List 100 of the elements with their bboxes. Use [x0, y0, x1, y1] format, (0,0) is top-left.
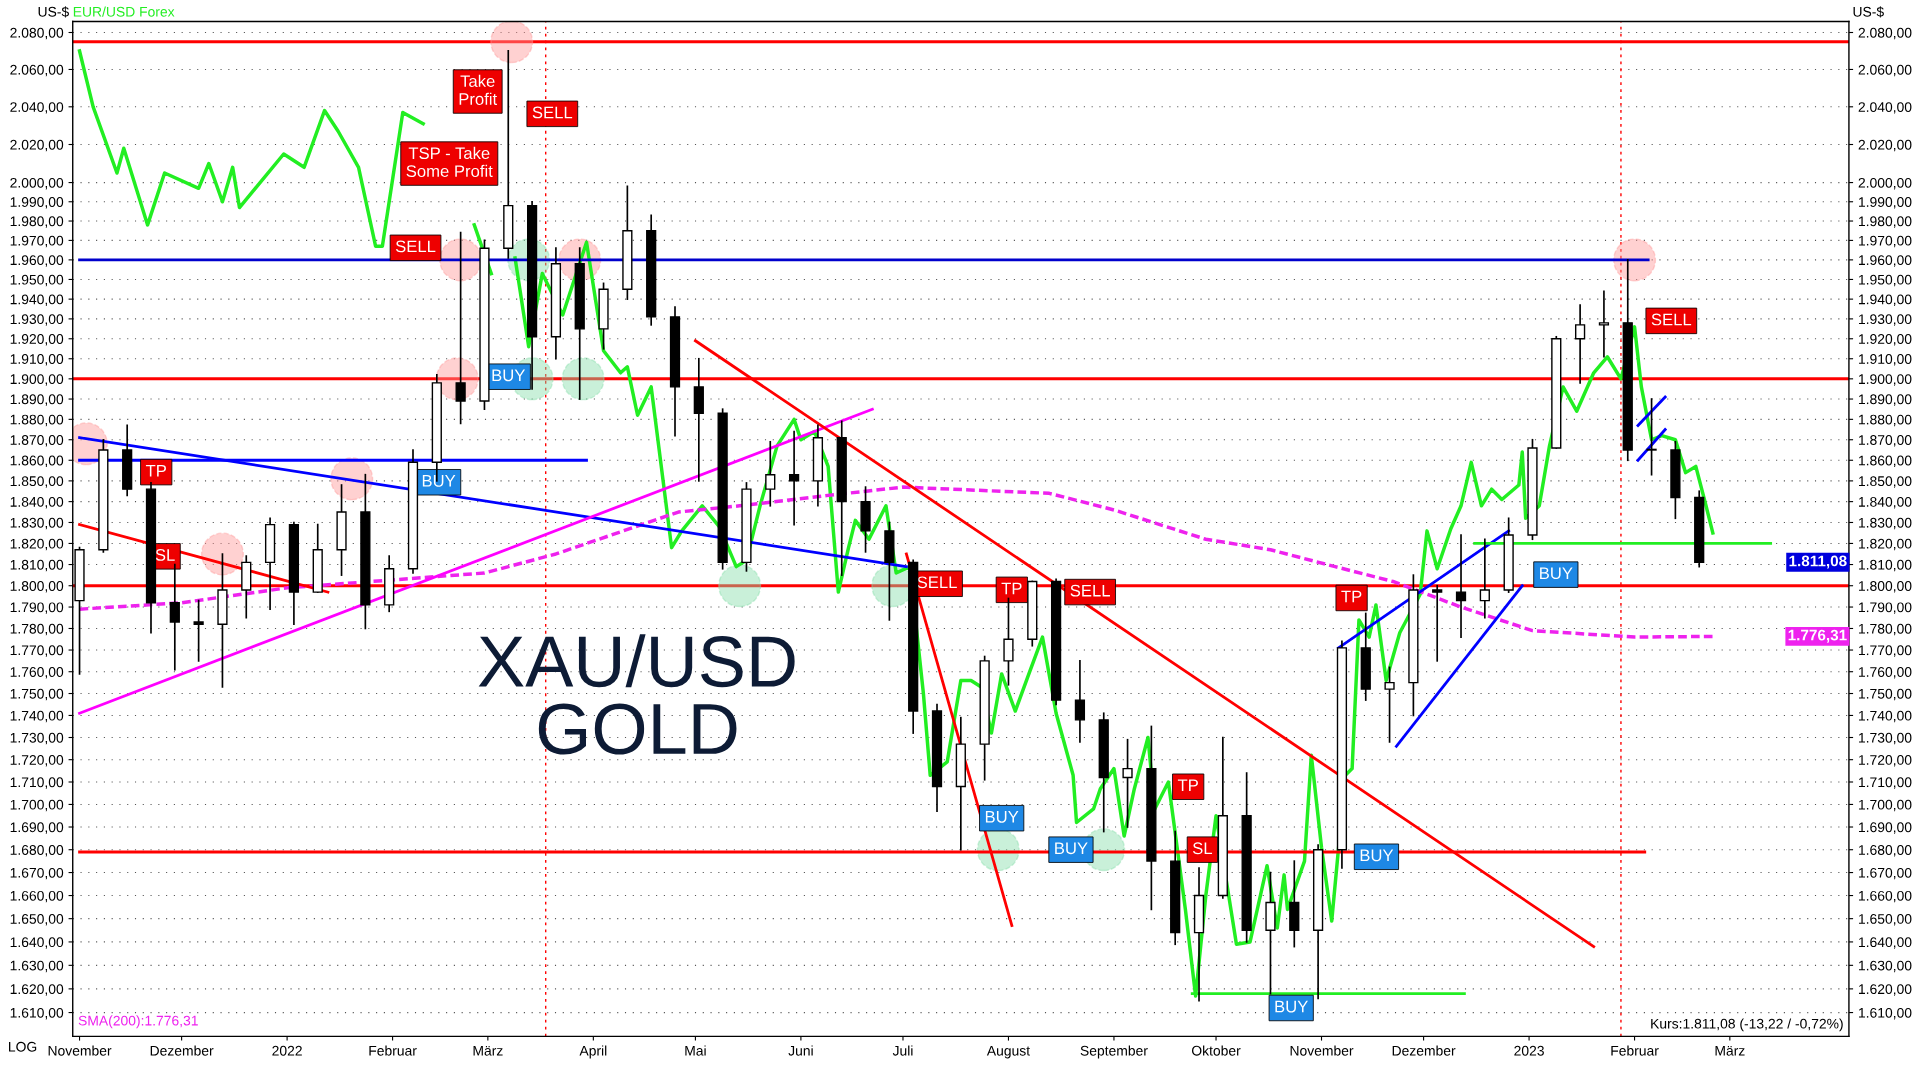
text: 1.880,00 [1859, 414, 1912, 427]
text: 2.000,00 [1858, 177, 1912, 190]
x-tick-label: Oktober [1191, 1045, 1241, 1056]
annotation: BUY [1055, 842, 1088, 855]
y-tick-label: 1.970,00 [10, 235, 64, 248]
text: 1.920,00 [1859, 334, 1912, 346]
text: 1.950,00 [1859, 274, 1912, 287]
x-tick-label: August [986, 1045, 1030, 1059]
y-tick-label: 1.840,00 [10, 496, 64, 509]
annotation: BUY [492, 369, 526, 382]
text: LOG [9, 1041, 37, 1052]
y-tick-label: 1.790,00 [10, 602, 64, 614]
candlestick [1074, 660, 1086, 743]
text: 1.980,00 [1859, 216, 1912, 228]
text: 1.770,00 [1859, 645, 1912, 657]
candlestick [1122, 738, 1133, 828]
annotation: BUY [1275, 1000, 1308, 1013]
text: 1.760,00 [1859, 667, 1912, 679]
annotation: Kurs:1.811,08 (-13,22 / -0,72%) [1651, 1018, 1843, 1032]
y-tick-label: 1.670,00 [10, 867, 64, 880]
text: 1.640,00 [1859, 937, 1912, 949]
point [490, 21, 534, 64]
text: 1.680,00 [1859, 845, 1912, 857]
text: 1.790,00 [1859, 602, 1912, 614]
text: 1.710,00 [1859, 777, 1912, 789]
y-tick-label: 1.650,00 [10, 914, 64, 926]
annotation: SELL [1651, 313, 1692, 326]
text: 1.840,00 [1859, 496, 1912, 509]
text: 1.800,00 [1859, 581, 1912, 593]
annotation: TSP - Take Some Profit [406, 146, 493, 178]
y-tick-label: 1.900,00 [10, 374, 64, 386]
x-tick-label: Juli [892, 1045, 913, 1056]
y-tick-label: 1.810,00 [10, 559, 64, 572]
candlestick [193, 599, 204, 662]
x-tick-label: September [1080, 1045, 1148, 1059]
y-tick-label: 1.950,00 [10, 274, 64, 287]
annotation: BUY [422, 475, 456, 487]
x-tick-label: März [1715, 1045, 1745, 1056]
y-tick-label: 1.890,00 [10, 394, 64, 406]
candlestick [1479, 538, 1490, 619]
annotation: TP [1001, 582, 1022, 595]
y-tick-label: 1.620,00 [10, 984, 64, 996]
candlestick [1455, 534, 1467, 638]
point [718, 564, 762, 608]
y-tick-label: 1.700,00 [10, 799, 64, 812]
y-tick-label: 1.850,00 [10, 476, 64, 488]
x-tick-label: 2023 [1514, 1045, 1544, 1056]
text: 1.930,00 [1859, 314, 1912, 326]
text: 1.970,00 [1859, 235, 1912, 248]
text: 1.890,00 [1859, 394, 1912, 406]
y-tick-label: 1.690,00 [10, 822, 64, 834]
y-tick-label: 1.990,00 [10, 197, 64, 209]
y-tick-label: 1.770,00 [10, 645, 64, 657]
text: 2.080,00 [1858, 27, 1912, 40]
candlestick [1574, 304, 1586, 384]
text: 2.040,00 [1858, 102, 1912, 114]
y-tick-label: 1.730,00 [10, 732, 64, 745]
y-tick-label: 2.080,00 [10, 27, 64, 40]
candlestick [1646, 398, 1657, 476]
annotation: BUY [985, 811, 1019, 823]
y-tick-label: 1.680,00 [10, 845, 64, 857]
annotation: TP [1177, 779, 1198, 792]
annotation: TP [1341, 590, 1362, 603]
y-tick-label: 1.860,00 [10, 455, 64, 468]
x-tick-label: Februar [369, 1045, 417, 1056]
y-tick-label: 1.820,00 [10, 538, 64, 551]
x-tick-label: Dezember [1392, 1045, 1456, 1056]
text: 1.730,00 [1859, 732, 1912, 745]
text: EUR/USD Forex [73, 6, 175, 17]
text: 1.990,00 [1859, 197, 1912, 209]
text: 1.830,00 [1859, 517, 1912, 530]
y-tick-label: 1.870,00 [10, 435, 64, 447]
text: 1.690,00 [1859, 822, 1912, 834]
x-tick-label: Dezember [150, 1045, 214, 1056]
annotation: SELL [395, 240, 436, 253]
annotation: BUY [1540, 567, 1573, 580]
y-tick-label: 1.720,00 [10, 755, 64, 767]
annotation: Take Profit [459, 74, 498, 105]
y-tick-label: 2.060,00 [10, 64, 64, 77]
point [561, 357, 605, 401]
text: 2.020,00 [1858, 139, 1912, 152]
annotation: SELL [917, 576, 957, 589]
text: 1.630,00 [1859, 960, 1912, 973]
y-tick-label: 1.960,00 [10, 255, 64, 267]
y2-axis-title: US-$ [1853, 6, 1884, 18]
y-tick-label: 1.780,00 [10, 623, 64, 636]
y-tick-label: 1.740,00 [10, 710, 64, 723]
candlestick [1598, 290, 1610, 358]
annotation: 1.811,08 [1789, 555, 1847, 569]
y-tick-label: 1.930,00 [10, 314, 64, 326]
text: 1.960,00 [1859, 255, 1912, 267]
text: 1.610,00 [1859, 1007, 1912, 1020]
text: 1.820,00 [1859, 538, 1912, 551]
x-tick-label: November [48, 1045, 112, 1056]
y-tick-label: 2.020,00 [10, 139, 64, 152]
text: 1.940,00 [1859, 294, 1912, 306]
y-tick-label: 2.000,00 [10, 177, 64, 190]
y-tick-label: 1.800,00 [10, 581, 64, 593]
text: 1.870,00 [1859, 435, 1912, 447]
y-tick-label: 1.750,00 [10, 688, 64, 701]
